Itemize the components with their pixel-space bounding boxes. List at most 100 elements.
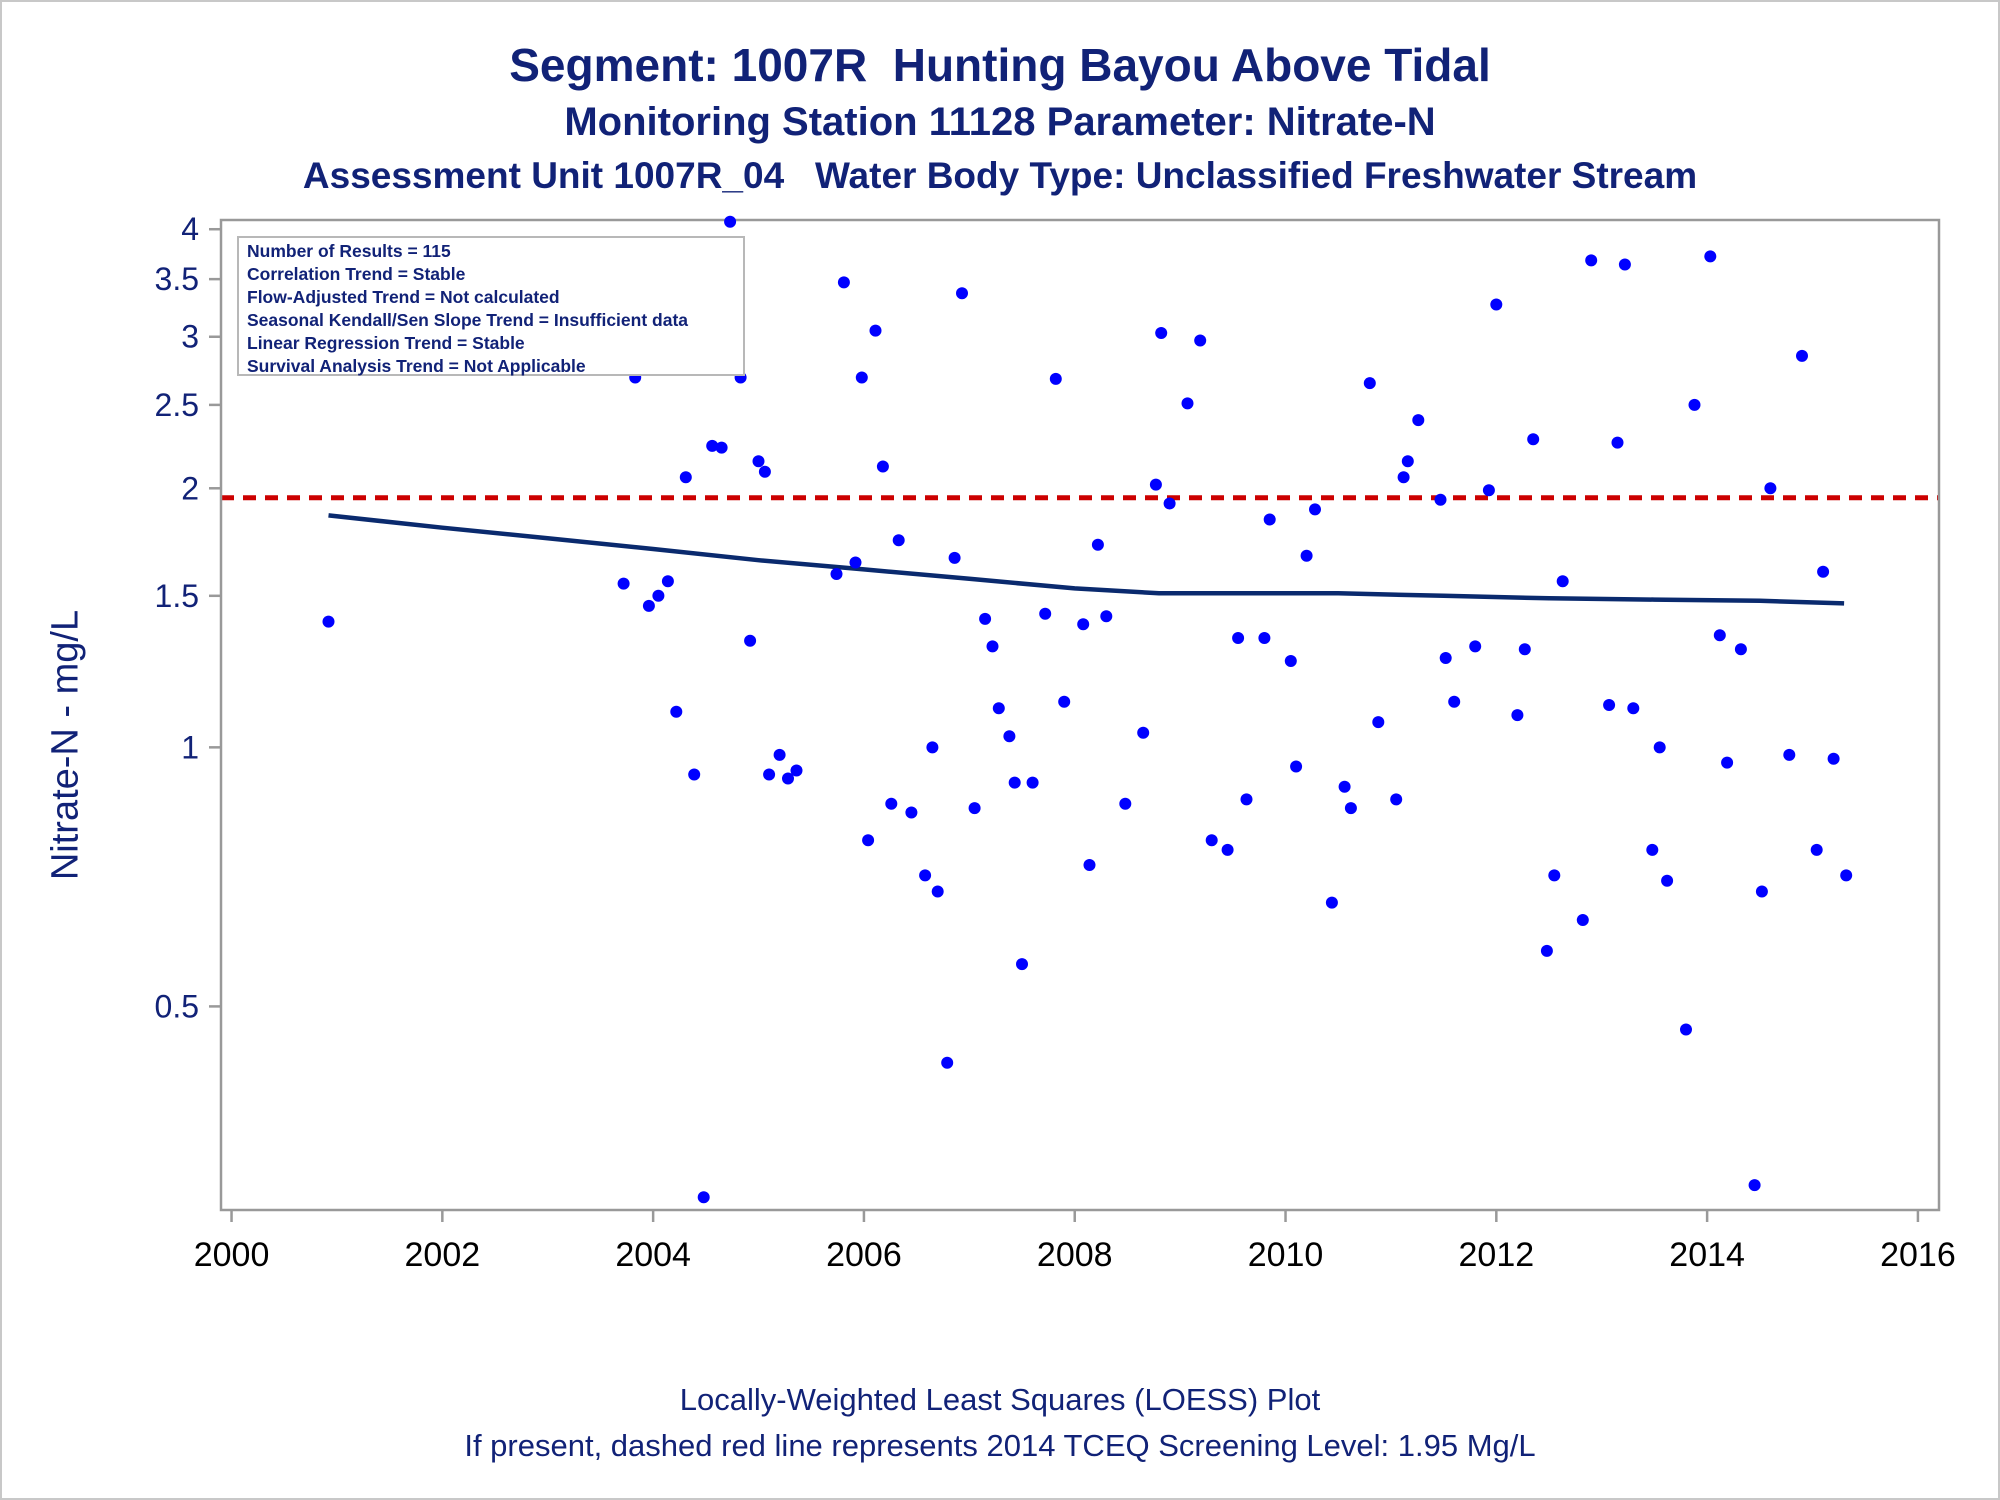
- data-point: [1083, 859, 1096, 871]
- data-point: [905, 806, 918, 819]
- data-point: [1611, 436, 1624, 449]
- data-point: [1137, 726, 1150, 739]
- data-point: [1016, 958, 1028, 971]
- x-tick-label: 2000: [194, 1236, 270, 1274]
- data-point: [1518, 643, 1531, 656]
- data-point: [855, 371, 868, 384]
- data-point: [1100, 610, 1113, 623]
- data-point: [1548, 869, 1561, 882]
- data-point: [876, 460, 889, 473]
- y-tick-label: 2: [181, 470, 199, 506]
- data-point: [849, 556, 862, 569]
- data-point: [941, 1056, 954, 1069]
- data-point: [758, 465, 771, 478]
- plot-area-frame: [219, 218, 1941, 1212]
- data-point: [1344, 802, 1357, 815]
- data-point: [661, 575, 674, 588]
- data-point: [926, 741, 939, 754]
- x-tick-label: 2012: [1459, 1236, 1535, 1274]
- data-point: [1540, 944, 1553, 957]
- data-point: [986, 640, 999, 653]
- data-point: [1627, 702, 1640, 715]
- data-point: [642, 599, 655, 612]
- data-point: [1372, 716, 1385, 729]
- y-tick-label: 4: [181, 211, 199, 247]
- data-point: [679, 471, 692, 484]
- data-point: [1263, 513, 1276, 526]
- chart-title-station: Monitoring Station 11128 Parameter: Nitr…: [564, 100, 1436, 144]
- data-point: [931, 885, 944, 898]
- data-point: [1490, 298, 1503, 311]
- data-point: [1077, 618, 1090, 631]
- data-point: [1401, 455, 1414, 468]
- axes-layer: 0.5 1 1.5 2 2.5 3 3.5 4 2000 2002 2004 2006 2008 2010…: [155, 211, 1956, 1274]
- points-layer: [322, 215, 1853, 1204]
- data-point: [919, 869, 932, 882]
- data-point: [1434, 493, 1447, 506]
- data-point: [652, 589, 665, 602]
- data-point: [1556, 575, 1569, 588]
- x-tick-label: 2010: [1248, 1236, 1324, 1274]
- stat-correlation-trend: Correlation Trend = Stable: [247, 264, 466, 284]
- data-point: [790, 764, 803, 777]
- data-point: [706, 439, 719, 452]
- data-point: [744, 634, 757, 647]
- data-point: [1149, 478, 1162, 491]
- data-point: [1713, 629, 1726, 642]
- y-tick-label: 1: [181, 729, 199, 765]
- data-point: [1290, 760, 1303, 773]
- data-point: [1448, 695, 1461, 708]
- data-point: [715, 441, 728, 454]
- data-point: [1300, 549, 1313, 562]
- data-point: [1363, 377, 1376, 390]
- data-point: [697, 1191, 710, 1204]
- data-point: [1309, 503, 1321, 516]
- x-tick-label: 2006: [826, 1236, 902, 1274]
- y-tick-label: 1.5: [155, 578, 199, 614]
- data-point: [1008, 776, 1021, 789]
- y-tick-label: 0.5: [155, 988, 199, 1024]
- stat-linear-regression-trend: Linear Regression Trend = Stable: [247, 333, 525, 353]
- data-point: [1576, 914, 1589, 926]
- footnote-loess: Locally-Weighted Least Squares (LOESS) P…: [679, 1382, 1321, 1417]
- data-point: [1155, 327, 1168, 339]
- data-point: [1232, 632, 1245, 644]
- data-point: [1091, 538, 1104, 551]
- data-point: [1688, 398, 1701, 411]
- data-point: [1026, 776, 1039, 789]
- data-point: [1240, 793, 1253, 806]
- y-tick-label: 3.5: [155, 261, 199, 297]
- data-point: [1721, 756, 1734, 769]
- data-point: [1397, 471, 1410, 484]
- data-point: [1412, 414, 1425, 427]
- loess-line: [328, 513, 1845, 606]
- data-point: [1755, 885, 1768, 898]
- data-point: [830, 568, 843, 580]
- data-point: [1194, 334, 1207, 347]
- data-point: [1258, 632, 1271, 644]
- x-tick-label: 2004: [615, 1236, 691, 1274]
- data-point: [1783, 748, 1796, 761]
- stat-number-of-results: Number of Results = 115: [247, 241, 451, 261]
- data-point: [1181, 397, 1194, 410]
- data-point: [1653, 741, 1666, 754]
- x-tick-label: 2014: [1669, 1236, 1745, 1274]
- data-point: [670, 705, 683, 718]
- loess-layer: [328, 513, 1845, 606]
- data-point: [1748, 1179, 1761, 1192]
- data-point: [1511, 709, 1524, 722]
- data-point: [1603, 699, 1616, 711]
- data-point: [1585, 254, 1598, 267]
- stat-flow-adjusted-trend: Flow-Adjusted Trend = Not calculated: [247, 287, 560, 307]
- data-point: [1325, 896, 1338, 909]
- data-point: [1817, 565, 1830, 578]
- data-point: [1796, 349, 1808, 362]
- data-point: [688, 768, 701, 781]
- data-point: [1527, 433, 1540, 446]
- data-point: [837, 276, 850, 289]
- data-point: [1840, 869, 1853, 882]
- x-tick-label: 2008: [1037, 1236, 1113, 1274]
- data-point: [1284, 655, 1297, 667]
- data-point: [1439, 652, 1452, 664]
